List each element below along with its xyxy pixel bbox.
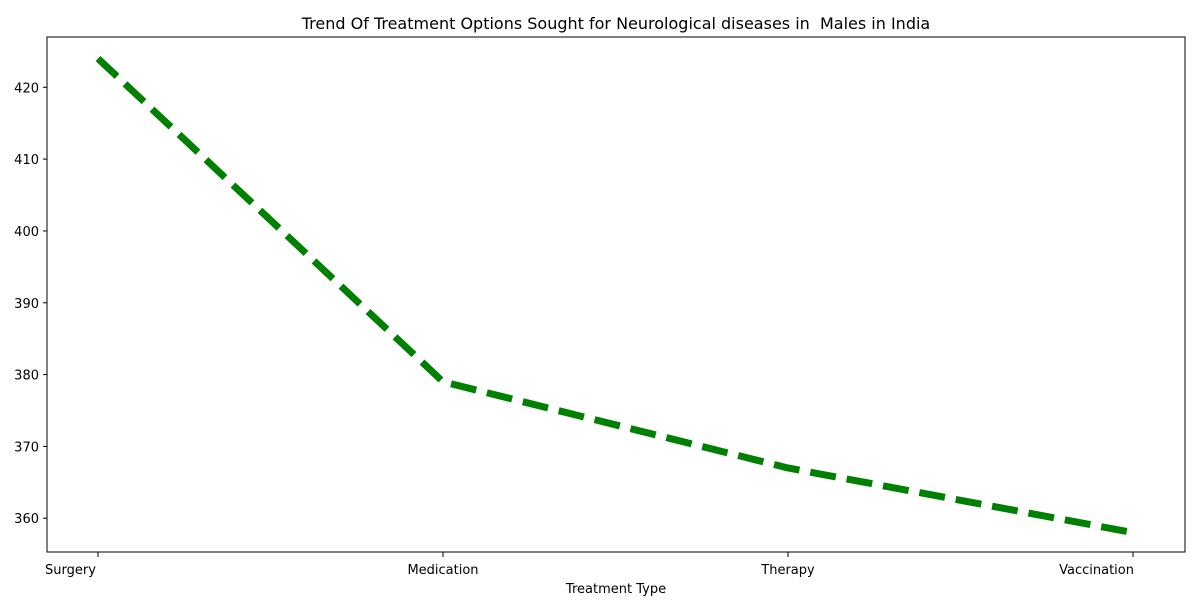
plot-frame [46,36,1186,553]
chart-title: Trend Of Treatment Options Sought for Ne… [301,14,930,33]
series-layer [95,55,1134,537]
x-tick-label: Surgery [45,563,96,578]
y-tick-label: 420 [14,81,39,96]
y-tick-label: 370 [14,440,39,455]
y-tick-label: 360 [14,512,39,527]
y-tick-label: 390 [14,297,39,312]
y-tick-label: 410 [14,153,39,168]
y-axis: 360 370 380 390 400 410 420 [14,81,47,527]
series-line [95,55,1134,537]
x-tick-label: Medication [407,563,478,578]
y-tick-label: 400 [14,225,39,240]
x-axis-label: Treatment Type [565,582,666,597]
x-tick-label: Vaccination [1059,563,1134,578]
y-tick-label: 380 [14,369,39,384]
x-tick-label: Therapy [760,563,815,578]
x-axis: Surgery Medication Therapy Vaccination [45,552,1134,578]
